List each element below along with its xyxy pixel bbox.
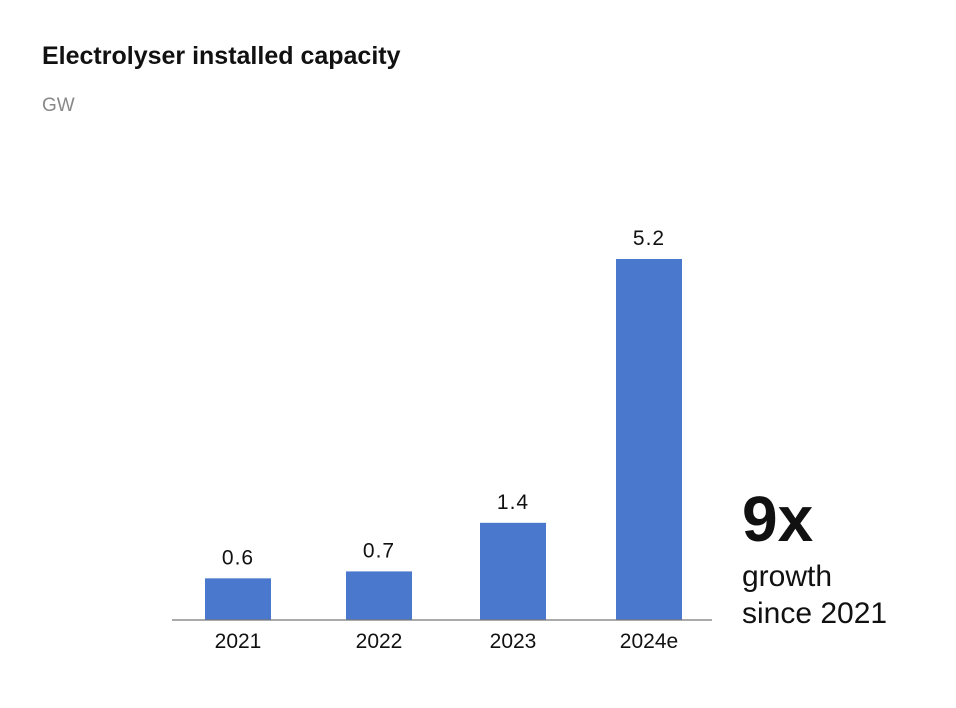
data-label: 0.6	[222, 546, 254, 569]
y-axis-unit: GW	[42, 95, 75, 116]
data-label: 0.7	[363, 539, 395, 562]
x-tick-label: 2023	[490, 630, 537, 653]
bar-2024e	[616, 259, 682, 620]
bar-2021	[205, 578, 271, 620]
chart-title: Electrolyser installed capacity	[42, 42, 401, 70]
growth-note: growth since 2021	[742, 558, 887, 632]
bar-2023	[480, 522, 546, 620]
data-label: 5.2	[633, 227, 665, 250]
growth-headline: 9x	[742, 483, 814, 555]
bar-2022	[346, 571, 412, 620]
data-label: 1.4	[497, 491, 529, 514]
x-tick-label: 2021	[215, 630, 262, 653]
growth-note-line2: since 2021	[742, 597, 888, 630]
x-tick-label: 2024e	[620, 630, 678, 653]
growth-note-line1: growth	[742, 560, 833, 593]
x-tick-label: 2022	[356, 630, 403, 653]
